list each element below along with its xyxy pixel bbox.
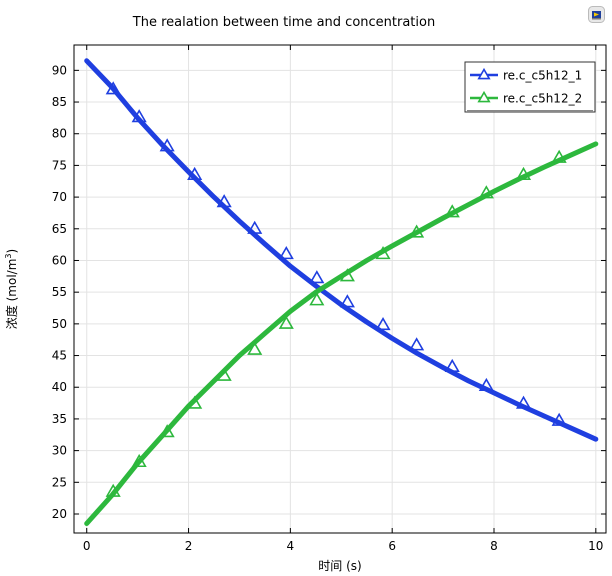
data-point-marker — [444, 204, 460, 218]
data-point-marker — [375, 317, 391, 331]
y-tick-label: 20 — [52, 507, 67, 521]
data-point-marker — [247, 220, 263, 234]
data-point-marker — [478, 185, 494, 199]
data-point-marker — [339, 268, 355, 282]
data-point-marker — [375, 246, 391, 260]
y-axis-label-text: 浓度 (mol/m — [4, 259, 19, 330]
data-point-marker — [339, 294, 355, 308]
series-1 — [84, 58, 599, 442]
y-tick-label: 55 — [52, 285, 67, 299]
legend-swatch-marker — [477, 67, 491, 80]
y-tick-label: 65 — [52, 222, 67, 236]
y-tick-label: 50 — [52, 317, 67, 331]
data-point-marker — [278, 246, 294, 260]
y-tick-label: 60 — [52, 253, 67, 267]
x-tick-label: 4 — [287, 539, 295, 553]
data-point-marker — [247, 341, 263, 355]
comsol-window-icon[interactable] — [588, 6, 605, 23]
legend-items: re.c_c5h12_1 re.c_c5h12_2 — [470, 67, 582, 106]
y-tick-label: 85 — [52, 95, 67, 109]
legend-label: re.c_c5h12_2 — [503, 92, 582, 106]
plot-area — [73, 44, 607, 534]
data-point-marker — [216, 367, 232, 381]
y-tick-label: 75 — [52, 158, 67, 172]
data-point-marker — [105, 81, 121, 95]
y-tick-label: 45 — [52, 349, 67, 363]
chart-title: The realation between time and concentra… — [132, 15, 435, 30]
data-point-marker — [216, 194, 232, 208]
legend-swatch-marker — [477, 90, 491, 103]
x-tick-label: 10 — [588, 539, 603, 553]
legend-label: re.c_c5h12_1 — [503, 69, 582, 83]
x-tick-label: 8 — [490, 539, 498, 553]
data-point-marker — [551, 149, 567, 163]
data-point-marker — [309, 292, 325, 306]
legend-item: re.c_c5h12_1 — [470, 67, 582, 83]
y-tick-label: 80 — [52, 127, 67, 141]
y-tick-label: 35 — [52, 412, 67, 426]
data-point-marker — [409, 337, 425, 351]
data-point-marker — [515, 166, 532, 180]
data-point-marker — [551, 412, 567, 426]
data-point-marker — [187, 166, 203, 180]
series-line — [84, 141, 599, 526]
x-axis-label: 时间 (s) — [318, 559, 361, 573]
legend: re.c_c5h12_1 re.c_c5h12_2 — [464, 61, 596, 113]
data-point-marker — [131, 453, 147, 468]
data-point-marker — [105, 483, 121, 497]
y-tick-label: 70 — [52, 190, 67, 204]
series-2 — [84, 141, 599, 526]
series-line — [84, 58, 599, 442]
data-point-marker — [278, 315, 294, 329]
data-point-marker — [131, 109, 147, 123]
y-axis-label-suffix: ) — [5, 249, 19, 254]
y-tick-label: 25 — [52, 475, 67, 489]
legend-item: re.c_c5h12_2 — [470, 90, 582, 106]
y-tick-label: 40 — [52, 380, 67, 394]
x-tick-label: 2 — [185, 539, 193, 553]
data-point-marker — [409, 224, 425, 238]
x-tick-label: 6 — [388, 539, 396, 553]
data-point-marker — [187, 395, 203, 409]
y-axis-label: 浓度 (mol/m3) — [4, 249, 19, 329]
app-icon-graphic — [588, 6, 605, 23]
y-tick-label: 90 — [52, 63, 67, 77]
x-tick-label: 0 — [83, 539, 91, 553]
data-point-marker — [309, 270, 325, 284]
axis-ticks: 20 25 30 35 40 45 50 55 60 65 70 75 80 85 90 0 2 4 6 8 10 — [52, 45, 606, 553]
data-point-marker — [159, 138, 175, 152]
data-point-marker — [478, 377, 494, 391]
series-layer — [84, 58, 599, 526]
data-point-marker — [444, 358, 460, 372]
y-axis-label-superscript: 3 — [4, 253, 13, 258]
data-point-marker — [515, 395, 532, 409]
y-tick-label: 30 — [52, 444, 67, 458]
grid — [74, 45, 606, 533]
legend-box — [464, 61, 596, 113]
data-point-marker — [159, 424, 175, 438]
